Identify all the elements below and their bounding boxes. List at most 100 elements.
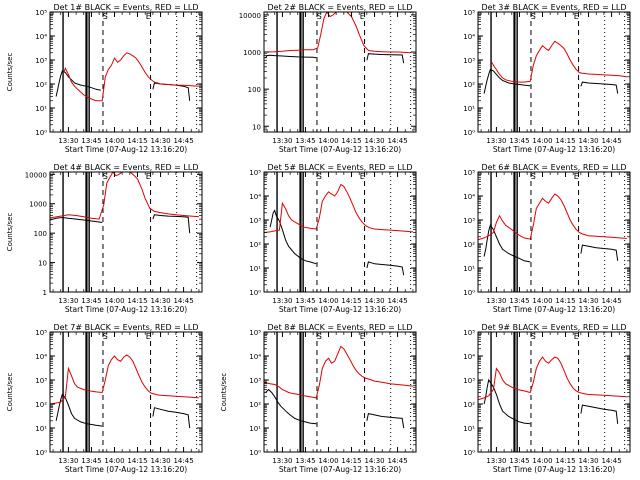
panel-title: Det 9# BLACK = Events, RED = LLD (482, 323, 627, 332)
y-tick-label: 10⁰ (463, 449, 475, 457)
series-events-line (366, 261, 405, 276)
marker-letter: S (103, 172, 108, 181)
x-tick-label: 14:15 (555, 297, 575, 305)
y-tick-label: 10² (35, 401, 47, 409)
marker-letter: S (317, 12, 322, 21)
x-tick-label: 14:45 (173, 137, 193, 145)
series-events-line (366, 53, 405, 64)
marker-letter: S (317, 172, 322, 181)
y-tick-label: 10² (463, 401, 475, 409)
y-tick-label: 10³ (463, 57, 475, 65)
y-tick-label: 10¹ (249, 425, 261, 433)
series-lld-line (50, 354, 199, 405)
x-tick-label: 13:30 (486, 137, 506, 145)
x-tick-label: 14:15 (341, 137, 361, 145)
x-axis-label: Start Time (07-Aug-12 13:16:20) (65, 305, 187, 314)
series-events-line (483, 378, 531, 425)
x-tick-label: 14:30 (150, 297, 170, 305)
y-tick-label: 10⁴ (35, 353, 47, 361)
x-tick-label: 14:15 (127, 137, 147, 145)
y-tick-label: 10⁰ (249, 449, 261, 457)
y-tick-label: 10¹ (35, 425, 47, 433)
marker-letter: S (103, 12, 108, 21)
panel-title: Det 6# BLACK = Events, RED = LLD (482, 163, 627, 172)
x-tick-label: 14:45 (387, 137, 407, 145)
x-tick-label: 14:00 (532, 137, 552, 145)
x-axis-label: Start Time (07-Aug-12 13:16:20) (279, 145, 401, 154)
series-events-line (152, 214, 191, 234)
x-tick-label: 13:45 (295, 457, 315, 465)
x-tick-label: 14:15 (341, 457, 361, 465)
series-events-line (580, 404, 619, 424)
x-tick-label: 14:15 (127, 297, 147, 305)
x-tick-label: 14:30 (578, 137, 598, 145)
y-tick-label: 1000 (243, 49, 261, 57)
y-tick-label: 10² (35, 81, 47, 89)
series-events-line (55, 393, 103, 427)
panel-title: Det 8# BLACK = Events, RED = LLD (268, 323, 413, 332)
y-tick-label: 10 (252, 123, 261, 131)
y-tick-label: 10² (463, 81, 475, 89)
x-axis-label: Start Time (07-Aug-12 13:16:20) (65, 465, 187, 474)
y-tick-label: 10⁵ (463, 329, 475, 337)
y-axis-label: Counts/sec (6, 213, 14, 252)
series-lld-line (50, 172, 199, 220)
marker-letter: E (574, 12, 579, 21)
y-tick-label: 10¹ (249, 265, 261, 273)
y-tick-label: 10⁴ (463, 353, 475, 361)
y-tick-label: 100 (248, 86, 261, 94)
y-tick-label: 10¹ (463, 265, 475, 273)
x-tick-label: 13:45 (81, 297, 101, 305)
panel-axes-frame (263, 11, 417, 133)
x-tick-label: 13:30 (486, 297, 506, 305)
y-tick-label: 10⁴ (463, 33, 475, 41)
x-tick-label: 13:45 (295, 137, 315, 145)
marker-letter: S (531, 12, 536, 21)
x-tick-label: 13:45 (81, 457, 101, 465)
panel-title: Det 4# BLACK = Events, RED = LLD (54, 163, 199, 172)
x-tick-label: 13:45 (509, 297, 529, 305)
x-tick-label: 14:45 (601, 137, 621, 145)
y-tick-label: 10 (38, 260, 47, 268)
series-events-line (580, 81, 619, 94)
y-tick-label: 10² (463, 241, 475, 249)
x-tick-label: 14:30 (364, 137, 384, 145)
marker-letter: E (574, 172, 579, 181)
x-tick-label: 14:45 (387, 297, 407, 305)
series-lld-line (63, 52, 199, 102)
panel-axes-frame (477, 331, 631, 453)
x-tick-label: 14:00 (104, 297, 124, 305)
y-tick-label: 10⁴ (249, 193, 261, 201)
x-tick-label: 14:00 (318, 457, 338, 465)
y-tick-label: 10³ (249, 377, 261, 385)
x-tick-label: 13:30 (272, 297, 292, 305)
y-tick-label: 10⁵ (249, 329, 261, 337)
y-axis-label: Counts/sec (6, 373, 14, 412)
x-tick-label: 14:15 (127, 457, 147, 465)
y-tick-label: 100 (34, 230, 47, 238)
y-tick-label: 10⁰ (463, 289, 475, 297)
series-events-line (366, 413, 405, 429)
series-lld-line (478, 193, 627, 241)
y-tick-label: 10⁰ (35, 129, 47, 137)
x-tick-label: 14:15 (555, 137, 575, 145)
series-lld-line (264, 183, 413, 233)
y-tick-label: 10³ (35, 57, 47, 65)
x-tick-label: 13:30 (58, 457, 78, 465)
marker-letter: E (360, 172, 365, 181)
x-tick-label: 13:30 (272, 457, 292, 465)
series-events-line (265, 54, 317, 59)
series-events-line (50, 216, 103, 223)
x-tick-label: 14:15 (341, 297, 361, 305)
y-tick-label: 10¹ (463, 425, 475, 433)
series-events-line (265, 388, 317, 425)
panel-axes-frame (263, 171, 417, 293)
y-tick-label: 10¹ (463, 105, 475, 113)
y-tick-label: 10000 (25, 171, 47, 179)
panel-title: Det 2# BLACK = Events, RED = LLD (268, 3, 413, 12)
